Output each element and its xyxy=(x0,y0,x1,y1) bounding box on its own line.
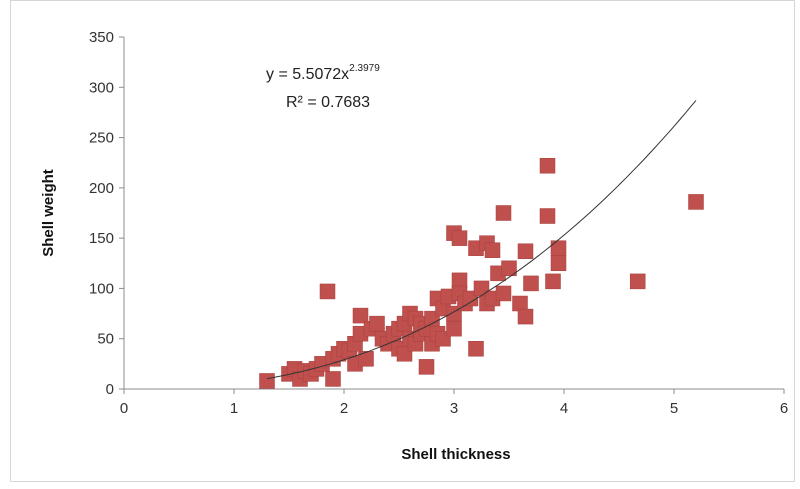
data-point xyxy=(451,272,468,289)
y-tick-label: 300 xyxy=(89,79,114,96)
trendline xyxy=(266,100,697,380)
x-tick-label: 1 xyxy=(230,400,238,417)
x-tick-label: 6 xyxy=(780,400,788,417)
tick-labels: 0 1 2 3 4 5 6 0 50 100 150 200 250 300 350 xyxy=(89,29,788,417)
x-tick-label: 0 xyxy=(120,400,128,417)
data-point xyxy=(484,242,501,258)
chart-frame: 0 1 2 3 4 5 6 0 50 100 150 200 250 300 350 y = 5.5072x… xyxy=(10,0,795,482)
r-squared-label: R² = 0.7683 xyxy=(286,94,370,111)
y-axis-title: Shell weight xyxy=(40,169,57,257)
data-point xyxy=(446,320,462,337)
data-point xyxy=(523,275,539,292)
x-tick-label: 2 xyxy=(340,400,348,417)
data-point xyxy=(352,307,369,324)
data-point xyxy=(517,308,534,325)
y-tick-label: 350 xyxy=(89,29,114,46)
data-point xyxy=(688,194,704,210)
y-tick-label: 50 xyxy=(97,331,114,348)
trendline-equation: y = 5.5072x2.3979 xyxy=(266,63,380,83)
y-tick-label: 150 xyxy=(89,230,114,247)
data-point xyxy=(495,285,512,302)
data-point xyxy=(259,373,275,389)
y-tick-label: 100 xyxy=(89,280,114,297)
data-point xyxy=(545,273,561,290)
y-tick-label: 200 xyxy=(89,180,114,197)
data-point xyxy=(451,230,468,246)
x-tick-label: 3 xyxy=(450,400,458,417)
data-point xyxy=(539,208,556,224)
data-point xyxy=(319,283,336,300)
data-point xyxy=(369,315,385,332)
data-point xyxy=(495,205,512,221)
data-point xyxy=(512,295,528,312)
data-point xyxy=(418,359,435,375)
x-axis-title: Shell thickness xyxy=(401,446,510,463)
data-point xyxy=(325,371,341,387)
y-tick-label: 0 xyxy=(106,381,114,398)
data-point xyxy=(468,341,484,357)
data-point xyxy=(550,255,567,272)
data-point xyxy=(517,243,534,259)
data-point xyxy=(550,240,567,256)
x-tick-label: 4 xyxy=(560,400,568,417)
x-tick-label: 5 xyxy=(670,400,678,417)
data-points xyxy=(259,157,704,389)
data-point xyxy=(501,260,517,277)
scatter-chart: 0 1 2 3 4 5 6 0 50 100 150 200 250 300 350 y = 5.5072x… xyxy=(40,29,788,463)
y-tick-label: 250 xyxy=(89,130,114,147)
data-point xyxy=(539,157,556,174)
data-point xyxy=(358,351,374,367)
data-point xyxy=(629,273,646,290)
axes xyxy=(119,36,785,394)
